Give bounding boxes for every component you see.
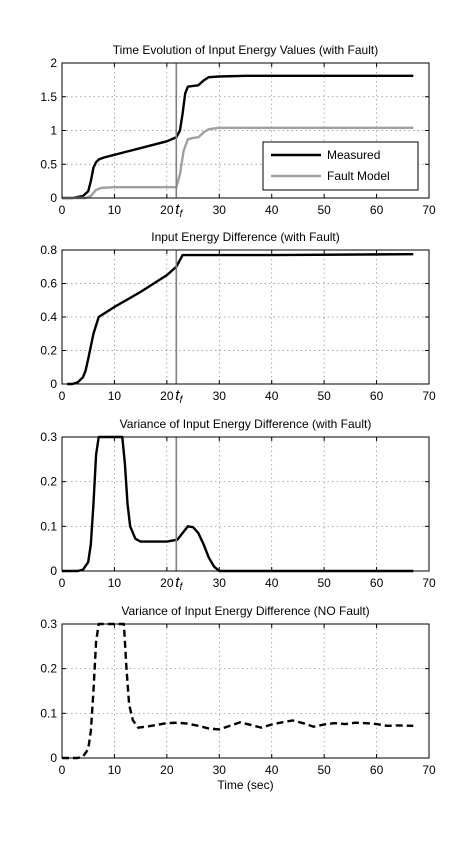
y-tick-label: 0.6 [40, 277, 57, 291]
x-tick-label: 40 [265, 576, 279, 590]
chart-title: Variance of Input Energy Difference (NO … [121, 604, 369, 618]
y-tick-label: 0 [50, 564, 57, 578]
y-tick-label: 0.4 [40, 310, 57, 324]
x-tick-label: 0 [59, 763, 66, 777]
axes-frame [61, 62, 430, 199]
series-line-1 [67, 252, 414, 386]
x-tick-label: 50 [317, 389, 331, 403]
x-tick-label: 10 [108, 389, 122, 403]
x-tick-label: 30 [213, 389, 227, 403]
fault-time-symbol: t [175, 201, 180, 218]
x-tick-label: 50 [317, 576, 331, 590]
series-line-1 [62, 622, 414, 760]
fault-time-subscript: f [179, 395, 183, 406]
x-tick-label: 20 [160, 203, 174, 217]
y-tick-label: 0.1 [40, 706, 57, 720]
y-tick-label: 0.8 [40, 243, 57, 257]
axes-frame [61, 623, 430, 759]
y-tick-label: 0.2 [40, 662, 57, 676]
fault-time-label: tf [175, 387, 183, 406]
x-tick-label: 20 [160, 576, 174, 590]
axes-frame [61, 249, 430, 385]
y-tick-label: 0 [50, 191, 57, 205]
y-tick-label: 0.2 [40, 344, 57, 358]
y-tick-label: 0.2 [40, 475, 57, 489]
x-tick-label: 20 [160, 763, 174, 777]
y-tick-label: 1.5 [40, 90, 57, 104]
x-tick-label: 60 [370, 576, 384, 590]
y-tick-label: 0 [50, 377, 57, 391]
axes-frame [61, 436, 430, 572]
y-tick-label: 0.3 [40, 430, 57, 444]
y-tick-label: 0.1 [40, 519, 57, 533]
chart-title: Time Evolution of Input Energy Values (w… [113, 43, 378, 57]
chart-title: Input Energy Difference (with Fault) [151, 230, 340, 244]
chart-panel-1: Time Evolution of Input Energy Values (w… [40, 43, 436, 220]
x-tick-label: 60 [370, 763, 384, 777]
series-line-fault-model [62, 126, 414, 200]
legend-label: Fault Model [327, 169, 390, 183]
x-tick-label: 40 [265, 763, 279, 777]
fault-time-subscript: f [179, 582, 183, 593]
fault-time-subscript: f [179, 209, 183, 220]
chart-panel-3: Variance of Input Energy Difference (wit… [40, 417, 436, 593]
chart-title: Variance of Input Energy Difference (wit… [120, 417, 372, 431]
x-tick-label: 70 [422, 203, 436, 217]
legend-box [262, 141, 419, 191]
x-tick-label: 70 [422, 763, 436, 777]
x-tick-label: 50 [317, 203, 331, 217]
x-tick-label: 20 [160, 389, 174, 403]
fault-time-symbol: t [175, 387, 180, 404]
x-tick-label: 0 [59, 203, 66, 217]
x-tick-label: 40 [265, 203, 279, 217]
chart-panel-2: Input Energy Difference (with Fault) 0 10 2… [40, 230, 436, 406]
x-tick-label: 70 [422, 389, 436, 403]
x-axis-label: Time (sec) [217, 778, 273, 792]
fault-time-symbol: t [175, 574, 180, 591]
x-tick-label: 40 [265, 389, 279, 403]
y-tick-label: 0 [50, 751, 57, 765]
x-tick-label: 0 [59, 389, 66, 403]
x-tick-label: 30 [213, 203, 227, 217]
x-tick-label: 10 [108, 203, 122, 217]
series-line-1 [62, 435, 414, 573]
x-tick-label: 30 [213, 763, 227, 777]
x-tick-label: 70 [422, 576, 436, 590]
x-tick-label: 0 [59, 576, 66, 590]
y-tick-label: 0.5 [40, 157, 57, 171]
x-tick-label: 30 [213, 576, 227, 590]
legend: Measured Fault Model [262, 141, 419, 191]
y-tick-label: 2 [50, 56, 57, 70]
x-tick-label: 60 [370, 203, 384, 217]
chart-panel-4: Variance of Input Energy Difference (NO … [40, 604, 436, 792]
fault-time-label: tf [175, 201, 183, 220]
x-tick-label: 60 [370, 389, 384, 403]
series-line-measured [62, 74, 414, 200]
y-tick-label: 1 [50, 124, 57, 138]
y-tick-label: 0.3 [40, 617, 57, 631]
x-tick-label: 10 [108, 763, 122, 777]
x-tick-label: 10 [108, 576, 122, 590]
legend-label: Measured [327, 148, 380, 162]
x-tick-label: 50 [317, 763, 331, 777]
fault-time-label: tf [175, 574, 183, 593]
